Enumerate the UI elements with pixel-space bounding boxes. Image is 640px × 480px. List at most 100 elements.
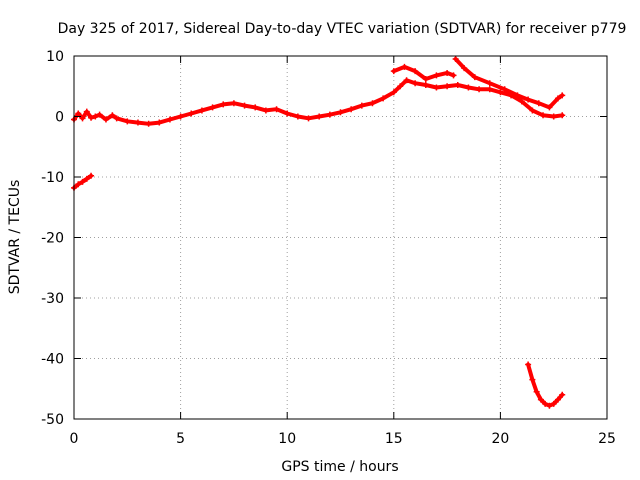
data-point [537, 396, 544, 403]
data-point [533, 388, 540, 395]
data-point [540, 112, 547, 119]
data-point [471, 74, 478, 81]
data-point [422, 75, 429, 82]
data-point [79, 115, 86, 122]
y-tick-label: -30 [41, 291, 64, 307]
data-point [546, 104, 553, 111]
data-point [452, 56, 459, 63]
data-point [294, 113, 301, 120]
data-point [188, 110, 195, 117]
data-point [273, 106, 280, 113]
data-point [79, 178, 86, 185]
grid-layer [74, 56, 607, 419]
data-point [252, 104, 259, 111]
y-tick-label: -40 [41, 352, 64, 368]
data-point [124, 118, 131, 125]
y-tick-label: -10 [41, 170, 64, 186]
data-point [529, 107, 536, 114]
data-point [486, 80, 493, 87]
x-tick-label: 10 [278, 431, 296, 447]
data-point [88, 114, 95, 121]
data-point [461, 65, 468, 72]
data-point [422, 82, 429, 89]
chart-title: Day 325 of 2017, Sidereal Day-to-day VTE… [58, 21, 627, 37]
data-point [559, 112, 566, 119]
data-point [525, 96, 532, 103]
data-point [230, 100, 237, 107]
data-point [559, 391, 566, 398]
data-point [450, 72, 457, 79]
data-point [397, 83, 404, 90]
tick-layer: 0 5 10 15 20 25 -50 -40 -30 -20 -10 0 10 [41, 49, 616, 447]
data-point [83, 108, 90, 115]
data-point [358, 102, 365, 109]
data-point [102, 116, 109, 123]
data-point [454, 82, 461, 89]
data-point [241, 102, 248, 109]
x-tick-label: 0 [70, 431, 79, 447]
data-point [433, 72, 440, 79]
data-point [550, 400, 557, 407]
data-point [326, 111, 333, 118]
data-point [337, 109, 344, 116]
series-layer [71, 56, 566, 409]
data-point [433, 84, 440, 91]
data-point [486, 86, 493, 93]
data-point [209, 104, 216, 111]
data-point [514, 92, 521, 99]
data-point [525, 361, 532, 368]
data-point [518, 98, 525, 105]
data-point [145, 120, 152, 127]
data-point [134, 119, 141, 126]
y-tick-label: -20 [41, 231, 64, 247]
data-point [390, 68, 397, 75]
data-point [554, 95, 561, 102]
data-point [83, 175, 90, 182]
data-point [412, 80, 419, 87]
data-point [401, 63, 408, 70]
data-point [444, 83, 451, 90]
x-tick-label: 15 [385, 431, 403, 447]
data-point [444, 69, 451, 76]
data-point [96, 111, 103, 118]
data-point [369, 100, 376, 107]
data-point [113, 115, 120, 122]
data-point [390, 89, 397, 96]
data-point [92, 113, 99, 120]
x-tick-label: 20 [491, 431, 509, 447]
data-point [348, 106, 355, 113]
data-point [75, 110, 82, 117]
data-point [316, 113, 323, 120]
data-point [465, 84, 472, 91]
y-axis-title: SDTVAR / TECUs [7, 180, 23, 295]
x-axis-title: GPS time / hours [281, 459, 398, 475]
x-tick-label: 25 [598, 431, 616, 447]
data-point [177, 113, 184, 120]
data-point [166, 116, 173, 123]
data-point [554, 396, 561, 403]
data-point [412, 68, 419, 75]
data-point [284, 110, 291, 117]
y-tick-label: -50 [41, 412, 64, 428]
data-point [403, 77, 410, 84]
data-point [542, 400, 549, 407]
data-point [198, 107, 205, 114]
data-point [88, 172, 95, 179]
x-tick-label: 5 [176, 431, 185, 447]
data-point [501, 86, 508, 93]
data-point [380, 95, 387, 102]
data-point [546, 402, 553, 409]
data-point [220, 101, 227, 108]
data-point [75, 181, 82, 188]
data-point [262, 107, 269, 114]
data-point [109, 112, 116, 119]
y-tick-label: 0 [55, 110, 64, 126]
data-point [529, 376, 536, 383]
data-point [550, 113, 557, 120]
data-point [535, 100, 542, 107]
data-point [156, 119, 163, 126]
y-tick-label: 10 [46, 49, 64, 65]
data-point [305, 115, 312, 122]
